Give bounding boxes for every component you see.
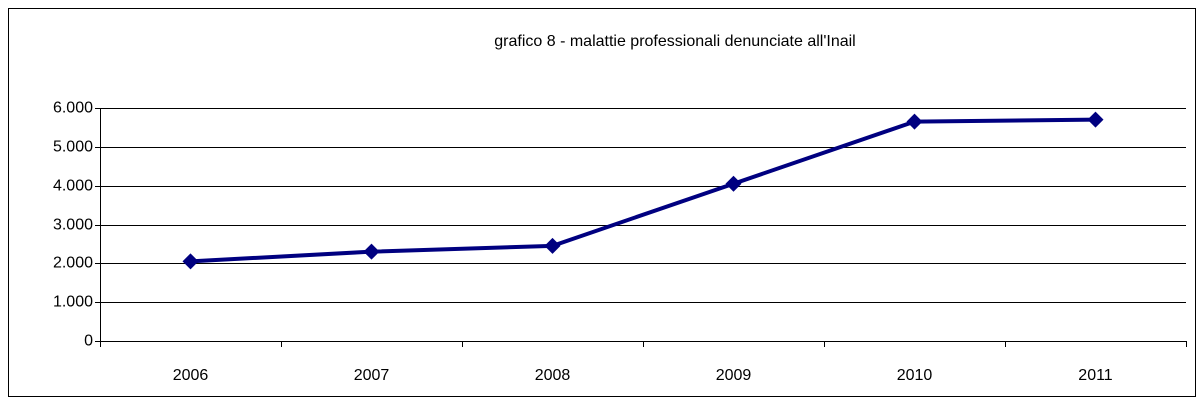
x-tick-label: 2007 bbox=[354, 367, 390, 384]
x-tick-label: 2006 bbox=[173, 367, 209, 384]
chart-border bbox=[8, 8, 1196, 397]
marker bbox=[1087, 111, 1104, 128]
x-tick-label: 2011 bbox=[1078, 367, 1113, 384]
marker bbox=[725, 175, 742, 192]
line bbox=[190, 117, 1096, 264]
marker bbox=[906, 113, 923, 130]
marker bbox=[182, 253, 199, 270]
y-tick-label: 1.000 bbox=[53, 294, 93, 311]
x-tick-label: 2010 bbox=[897, 367, 933, 384]
y-tick-label: 3.000 bbox=[53, 217, 93, 234]
chart-title: grafico 8 - malattie professionali denun… bbox=[494, 33, 855, 50]
y-tick-label: 2.000 bbox=[53, 255, 93, 272]
x-tick-label: 2009 bbox=[716, 367, 752, 384]
marker bbox=[363, 243, 380, 260]
y-tick-label: 5.000 bbox=[53, 139, 93, 156]
y-tick-label: 4.000 bbox=[53, 178, 93, 195]
y-tick-label: 6.000 bbox=[53, 100, 93, 117]
x-tick-label: 2008 bbox=[535, 367, 571, 384]
marker bbox=[544, 237, 561, 254]
y-tick-label: 0 bbox=[84, 333, 93, 350]
